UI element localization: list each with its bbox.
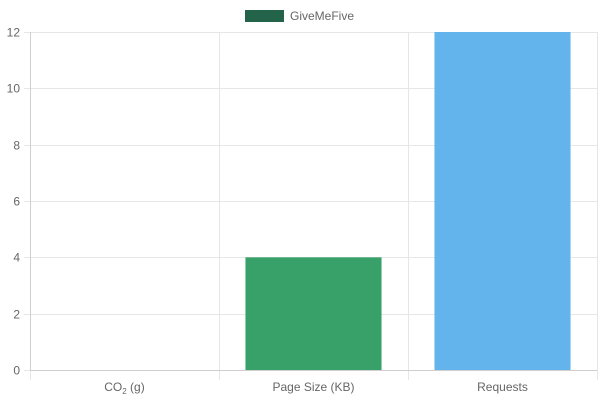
y-tick-label: 6: [13, 195, 20, 209]
y-tick-label: 8: [13, 139, 20, 153]
x-tick-label-suffix: (g): [127, 380, 145, 394]
bar-2[interactable]: [434, 32, 571, 370]
x-tick-label-main: CO: [104, 380, 122, 394]
legend-label[interactable]: GiveMeFive: [290, 9, 354, 23]
x-tick-label-main: Page Size (KB): [272, 380, 354, 394]
y-tick-label: 0: [13, 364, 20, 378]
x-tick-label: Requests: [477, 380, 528, 394]
x-tick-label-sub: 2: [122, 387, 127, 396]
x-axis-ticks: CO2 (g) Page Size (KB) Requests: [104, 380, 528, 396]
y-tick-label: 10: [7, 82, 21, 96]
bars: [245, 32, 571, 370]
y-tick-label: 12: [7, 26, 21, 40]
y-axis-ticks: 0 2 4 6 8 10 12: [7, 26, 21, 378]
legend[interactable]: GiveMeFive: [245, 9, 354, 23]
bar-1[interactable]: [245, 257, 382, 370]
legend-swatch[interactable]: [245, 10, 284, 22]
y-tick-label: 4: [13, 251, 20, 265]
gridlines: [30, 32, 598, 370]
y-tick-label: 2: [13, 308, 20, 322]
x-tick-label-main: Requests: [477, 380, 528, 394]
axes: [24, 32, 598, 380]
x-tick-label: CO2 (g): [104, 380, 144, 396]
x-tick-label: Page Size (KB): [272, 380, 354, 394]
